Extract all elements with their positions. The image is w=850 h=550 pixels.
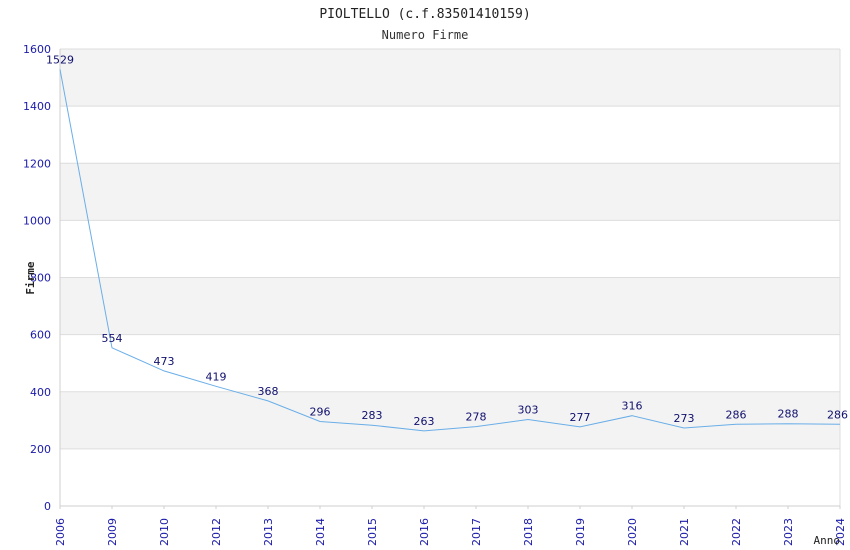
grid-lines — [60, 48, 841, 507]
grid-bands — [60, 49, 840, 449]
data-label: 288 — [778, 408, 799, 421]
y-tick-label: 1000 — [23, 214, 51, 227]
x-tick-label: 2023 — [782, 518, 795, 546]
x-tick-label: 2014 — [314, 518, 327, 546]
data-label: 278 — [466, 411, 487, 424]
data-label: 273 — [674, 412, 695, 425]
data-label: 368 — [258, 385, 279, 398]
y-tick-label: 1400 — [23, 100, 51, 113]
x-tick-label: 2022 — [730, 518, 743, 546]
x-tick-label: 2013 — [262, 518, 275, 546]
grid-band — [60, 163, 840, 221]
y-tick-label: 600 — [30, 329, 51, 342]
x-axis-label: Anno — [814, 534, 841, 547]
y-tick-label: 1200 — [23, 157, 51, 170]
data-label: 296 — [310, 405, 331, 418]
x-tick-label: 2017 — [470, 518, 483, 546]
data-label: 554 — [102, 332, 123, 345]
x-tick-label: 2009 — [106, 518, 119, 546]
x-axis-ticks: 2006 2009 2010 2012 2013 2014 2015 2016 2017 2018… — [54, 506, 847, 546]
data-label: 303 — [518, 403, 539, 416]
data-labels: 1529 554 473 419 368 296 283 263 278 303 277 316 273… — [46, 53, 848, 428]
x-tick-label: 2015 — [366, 518, 379, 546]
x-tick-label: 2012 — [210, 518, 223, 546]
data-label: 316 — [622, 400, 643, 413]
grid-band — [60, 391, 840, 449]
y-axis-label: Firme — [24, 261, 37, 294]
data-label: 286 — [726, 408, 747, 421]
chart-subtitle: Numero Firme — [382, 28, 469, 42]
data-label: 283 — [362, 409, 383, 422]
y-tick-label: 800 — [30, 272, 51, 285]
chart-title: PIOLTELLO (c.f.83501410159) — [319, 7, 530, 22]
data-label: 419 — [206, 370, 227, 383]
x-tick-label: 2018 — [522, 518, 535, 546]
series-line — [59, 69, 841, 432]
data-label: 1529 — [46, 53, 74, 66]
grid-band — [60, 49, 840, 107]
x-tick-label: 2016 — [418, 518, 431, 546]
y-tick-label: 1600 — [23, 43, 51, 56]
x-tick-label: 2006 — [54, 518, 67, 546]
data-label: 263 — [414, 415, 435, 428]
grid-band — [60, 277, 840, 335]
y-tick-label: 0 — [44, 500, 51, 513]
x-tick-label: 2010 — [158, 518, 171, 546]
y-tick-label: 200 — [30, 443, 51, 456]
y-axis-ticks: 0 200 400 600 800 1000 1200 1400 1600 — [23, 43, 51, 513]
data-label: 473 — [154, 355, 175, 368]
data-label: 286 — [827, 408, 848, 421]
data-label: 277 — [570, 411, 591, 424]
x-tick-label: 2024 — [834, 518, 847, 546]
x-tick-label: 2021 — [678, 518, 691, 546]
x-tick-label: 2019 — [574, 518, 587, 546]
y-tick-label: 400 — [30, 386, 51, 399]
x-tick-label: 2020 — [626, 518, 639, 546]
